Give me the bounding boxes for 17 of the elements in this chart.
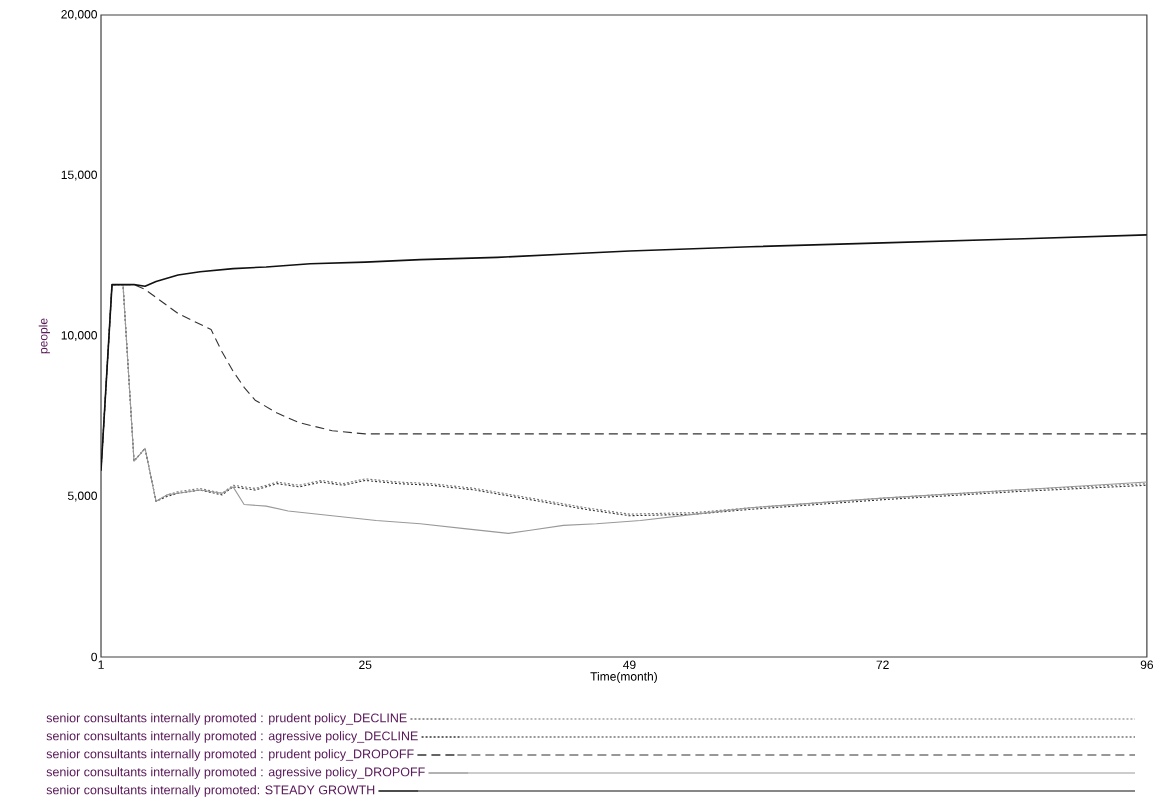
y-tick-label: 15,000 <box>61 170 98 181</box>
x-tick-label: 49 <box>623 660 636 670</box>
x-tick-label: 72 <box>876 660 889 669</box>
legend-label: senior consultants internally promoted : agressive policy_DROPOFF <box>46 767 425 779</box>
x-tick-label: 96 <box>1140 660 1154 670</box>
x-axis-title: Time(month) <box>590 671 657 684</box>
legend-label: senior consultants internally promoted : prudent policy_DECLINE <box>46 713 407 725</box>
legend-label: senior consultants internally promoted : agressive policy_DECLINE <box>46 731 418 743</box>
legend-label: senior consultants internally promoted : prudent policy_DROPOFF <box>46 749 414 761</box>
legend-label: senior consultants internally promoted: STEADY GROWTH <box>46 785 375 797</box>
y-axis-title: people <box>38 318 50 354</box>
y-tick-label: 0 <box>91 652 98 662</box>
x-tick-label: 1 <box>98 660 104 669</box>
y-tick-label: 20,000 <box>61 10 98 20</box>
y-tick-label: 5,000 <box>67 491 98 502</box>
y-tick-label: 10,000 <box>61 331 98 341</box>
x-tick-label: 25 <box>359 660 372 670</box>
